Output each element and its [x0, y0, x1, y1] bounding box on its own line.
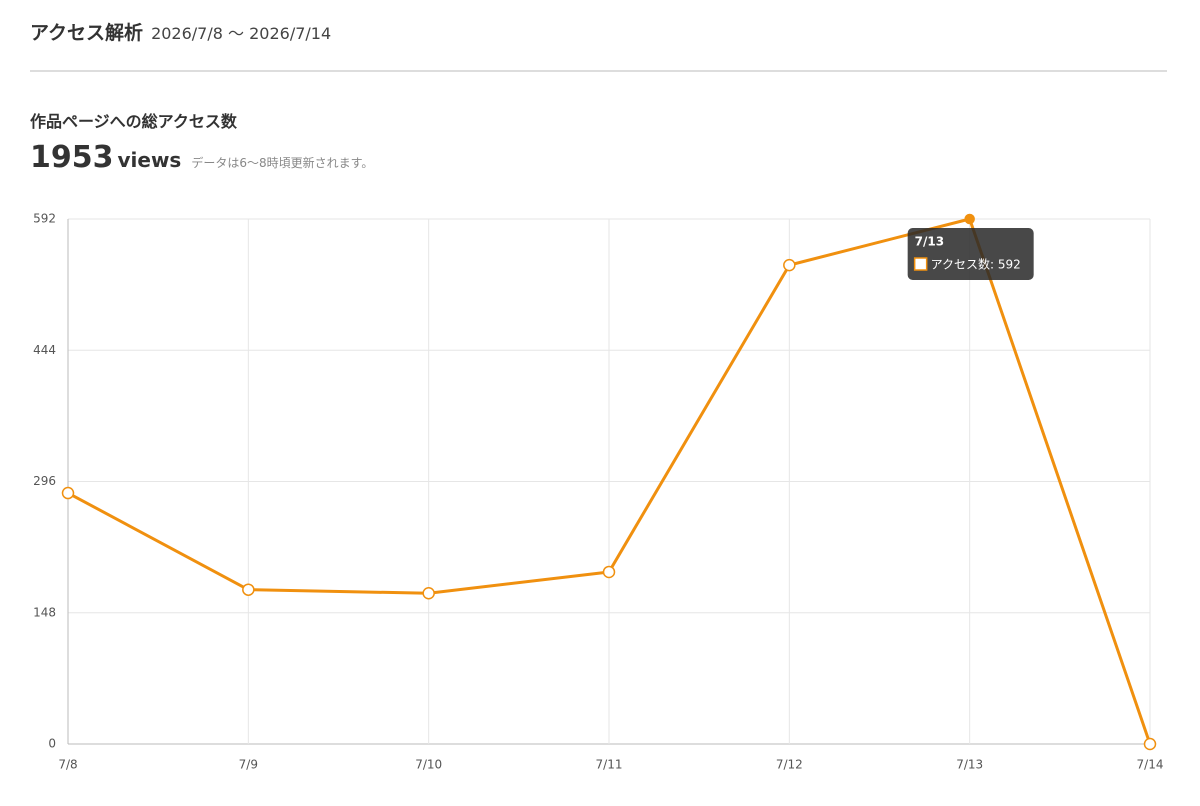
y-tick-label: 0: [48, 737, 56, 751]
x-tick-label: 7/8: [58, 758, 77, 772]
point: [242, 583, 255, 596]
point: [964, 213, 975, 225]
summary: 1953 views データは6〜8時頃更新されます。: [30, 140, 373, 175]
page-title: アクセス解析: [30, 22, 144, 44]
x-tick-label: 7/11: [596, 758, 623, 772]
point: [422, 586, 435, 600]
tooltip: 7/13 アクセス数: 592: [907, 228, 1034, 280]
point: [1143, 737, 1157, 751]
note: データは6〜8時頃更新されます。: [191, 156, 374, 170]
y-tick-label: 296: [33, 474, 56, 488]
point: [61, 486, 75, 500]
x-tick-label: 7/13: [956, 758, 983, 772]
date-range[interactable]: 2026/7/8 〜 2026/7/14: [151, 24, 332, 43]
tooltip-box: [907, 228, 1034, 280]
tooltip-swatch: [913, 257, 928, 271]
x-tick-label: 7/10: [415, 758, 442, 772]
x-tick-label: 7/9: [239, 758, 258, 772]
tooltip-label: アクセス数: 592: [931, 257, 1021, 272]
x-tick-label: 7/14: [1137, 758, 1164, 772]
y-tick-label: 592: [33, 212, 56, 226]
x-tick-label: 7/12: [776, 758, 803, 772]
y-tick-label: 148: [33, 605, 56, 619]
y-tick-label: 444: [33, 343, 56, 357]
summary-label: 作品ページへの総アクセス数: [30, 112, 237, 131]
divider: [30, 70, 1167, 72]
total: 1953: [30, 140, 114, 175]
header: アクセス解析 2026/7/8 〜 2026/7/14: [30, 18, 331, 45]
unit: views: [117, 148, 182, 172]
tooltip-title: 7/13: [915, 235, 944, 249]
point: [602, 565, 616, 579]
point: [783, 258, 796, 272]
